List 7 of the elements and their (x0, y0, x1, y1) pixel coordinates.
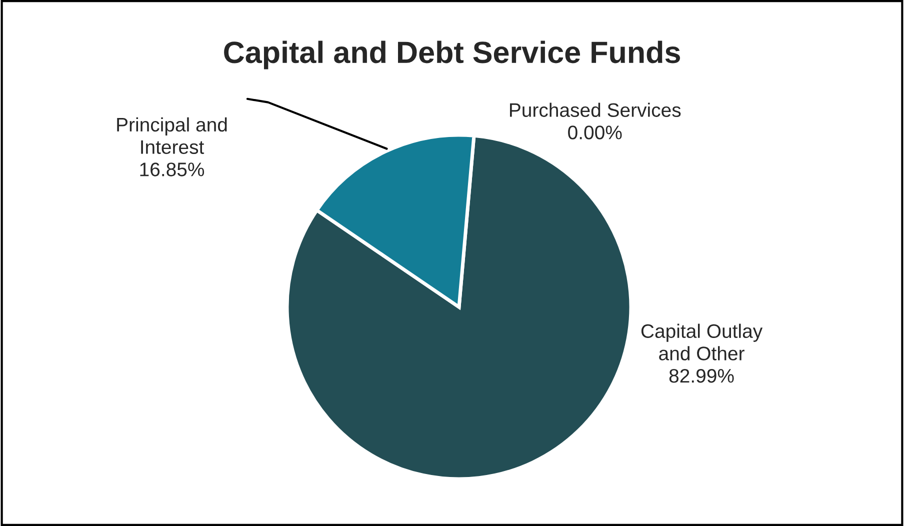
category-label: Purchased Services (510, 102, 681, 118)
slice-label: Capital Outlay and Other (641, 324, 763, 360)
data-label: 16.85% (140, 162, 204, 176)
data-label: 82.99% (669, 368, 734, 383)
chart-title: Capital and Debt Service Funds (224, 40, 680, 70)
slice-label: Principal and Interest (117, 117, 227, 154)
text: 0.00% (568, 126, 622, 140)
